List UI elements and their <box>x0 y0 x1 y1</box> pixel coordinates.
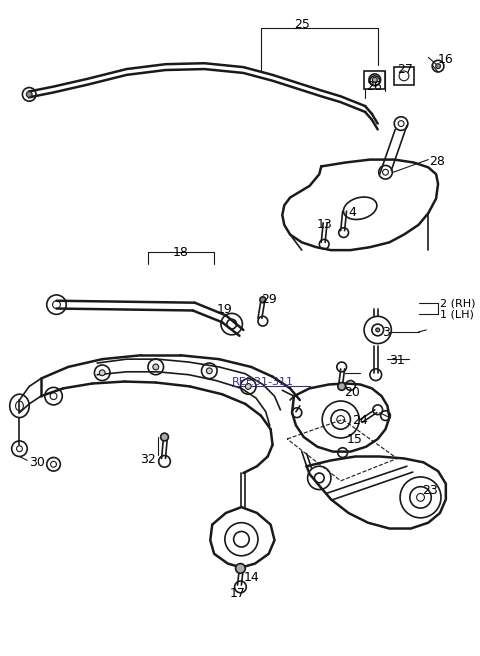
Text: 28: 28 <box>429 155 445 168</box>
Text: 16: 16 <box>438 52 454 66</box>
Circle shape <box>338 382 346 390</box>
Circle shape <box>373 79 377 83</box>
Text: 4: 4 <box>348 207 356 219</box>
Circle shape <box>206 368 212 374</box>
Circle shape <box>161 433 168 441</box>
Text: 2 (RH): 2 (RH) <box>440 298 476 309</box>
Text: 14: 14 <box>243 571 259 584</box>
Text: 32: 32 <box>140 453 156 466</box>
Text: 17: 17 <box>230 587 246 600</box>
Text: 30: 30 <box>29 457 45 470</box>
Bar <box>394 67 414 85</box>
Circle shape <box>153 364 159 370</box>
Circle shape <box>245 384 251 389</box>
Text: 20: 20 <box>345 386 360 400</box>
Text: 27: 27 <box>397 63 413 76</box>
Text: 13: 13 <box>316 218 332 231</box>
Text: 18: 18 <box>173 246 189 259</box>
Circle shape <box>99 370 105 376</box>
Text: 23: 23 <box>422 483 438 497</box>
Text: 31: 31 <box>389 354 405 367</box>
Text: REF.31-311: REF.31-311 <box>232 377 294 386</box>
Circle shape <box>376 328 380 332</box>
Text: 25: 25 <box>294 18 310 31</box>
Circle shape <box>236 564 245 573</box>
Text: 1 (LH): 1 (LH) <box>440 310 474 319</box>
Circle shape <box>260 297 266 302</box>
Text: 15: 15 <box>347 433 362 446</box>
Text: 3: 3 <box>382 326 389 339</box>
Circle shape <box>436 64 441 69</box>
Circle shape <box>26 91 32 97</box>
Text: 29: 29 <box>261 293 276 306</box>
Circle shape <box>372 77 377 82</box>
Text: 24: 24 <box>352 414 368 426</box>
Text: 26: 26 <box>366 80 382 92</box>
Text: 19: 19 <box>217 302 233 316</box>
FancyBboxPatch shape <box>364 71 385 89</box>
